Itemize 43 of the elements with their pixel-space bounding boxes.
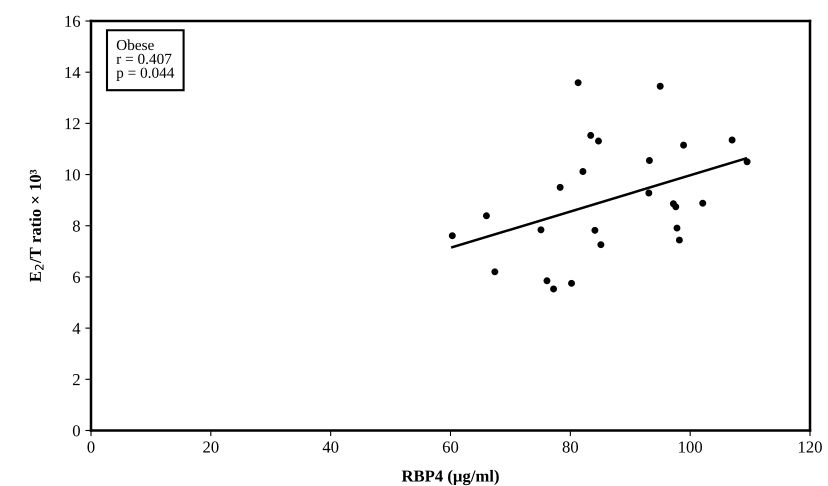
point — [556, 184, 564, 191]
x-tick-label: 20 — [203, 441, 219, 453]
point — [491, 268, 498, 276]
point — [676, 236, 683, 244]
point — [587, 132, 594, 139]
point — [645, 190, 652, 196]
x-tick-label: 80 — [562, 441, 578, 453]
point — [656, 82, 664, 90]
point — [674, 224, 680, 232]
y-tick-label: 0 — [72, 425, 80, 436]
x-tick-label: 120 — [798, 441, 822, 453]
x-axis-title: RBP4 (µg/ml) — [402, 470, 499, 486]
point — [448, 232, 456, 240]
x-tick-label: 100 — [679, 441, 702, 453]
point — [672, 203, 680, 210]
y-tick-label: 12 — [65, 118, 80, 130]
x-tick-label: 40 — [322, 441, 338, 453]
point — [744, 158, 751, 166]
y-tick-label: 8 — [72, 220, 80, 232]
point — [579, 168, 586, 175]
point — [680, 142, 688, 149]
point — [550, 285, 558, 292]
y-tick-label: 10 — [65, 169, 80, 181]
point — [591, 226, 598, 234]
point — [568, 280, 576, 287]
annotation: Obese r = 0.407 p = 0.044 — [116, 39, 174, 81]
point — [646, 157, 653, 164]
point — [699, 200, 706, 207]
point — [597, 241, 604, 248]
point — [574, 79, 582, 86]
y-axis-title: E$_{2}$/T ratio × 10³ — [29, 170, 44, 282]
y-tick-label: 16 — [65, 16, 80, 27]
point — [482, 212, 490, 220]
point — [595, 138, 602, 145]
y-tick-label: 4 — [72, 322, 80, 334]
point — [538, 226, 544, 234]
y-tick-label: 14 — [65, 66, 80, 78]
y-tick-label: 2 — [72, 374, 80, 386]
x-tick-label: 60 — [442, 441, 458, 453]
point — [543, 277, 550, 284]
x-tick-label: 0 — [87, 441, 95, 453]
point — [728, 136, 736, 144]
y-tick-label: 6 — [72, 272, 80, 283]
